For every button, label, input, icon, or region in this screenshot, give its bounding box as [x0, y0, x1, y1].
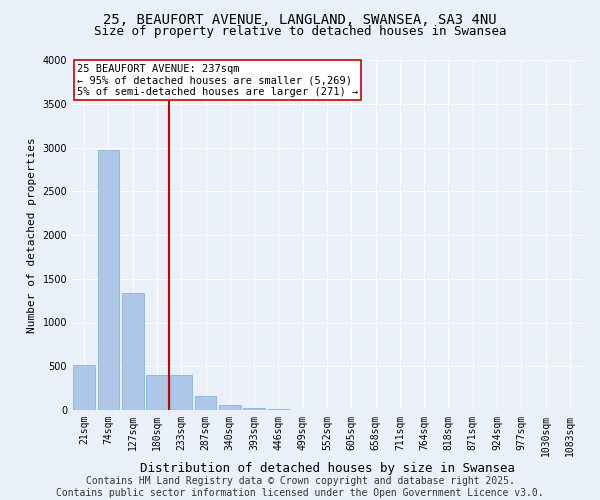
- Bar: [243, 408, 265, 410]
- Bar: [97, 150, 119, 410]
- Text: Size of property relative to detached houses in Swansea: Size of property relative to detached ho…: [94, 25, 506, 38]
- Bar: [194, 396, 217, 410]
- Text: 25 BEAUFORT AVENUE: 237sqm
← 95% of detached houses are smaller (5,269)
5% of se: 25 BEAUFORT AVENUE: 237sqm ← 95% of deta…: [77, 64, 358, 96]
- X-axis label: Distribution of detached houses by size in Swansea: Distribution of detached houses by size …: [139, 462, 515, 474]
- Bar: [219, 405, 241, 410]
- Bar: [170, 375, 192, 410]
- Text: 25, BEAUFORT AVENUE, LANGLAND, SWANSEA, SA3 4NU: 25, BEAUFORT AVENUE, LANGLAND, SWANSEA, …: [103, 12, 497, 26]
- Bar: [146, 375, 168, 410]
- Bar: [73, 366, 95, 410]
- Y-axis label: Number of detached properties: Number of detached properties: [27, 137, 37, 333]
- Text: Contains HM Land Registry data © Crown copyright and database right 2025.
Contai: Contains HM Land Registry data © Crown c…: [56, 476, 544, 498]
- Bar: [122, 292, 143, 410]
